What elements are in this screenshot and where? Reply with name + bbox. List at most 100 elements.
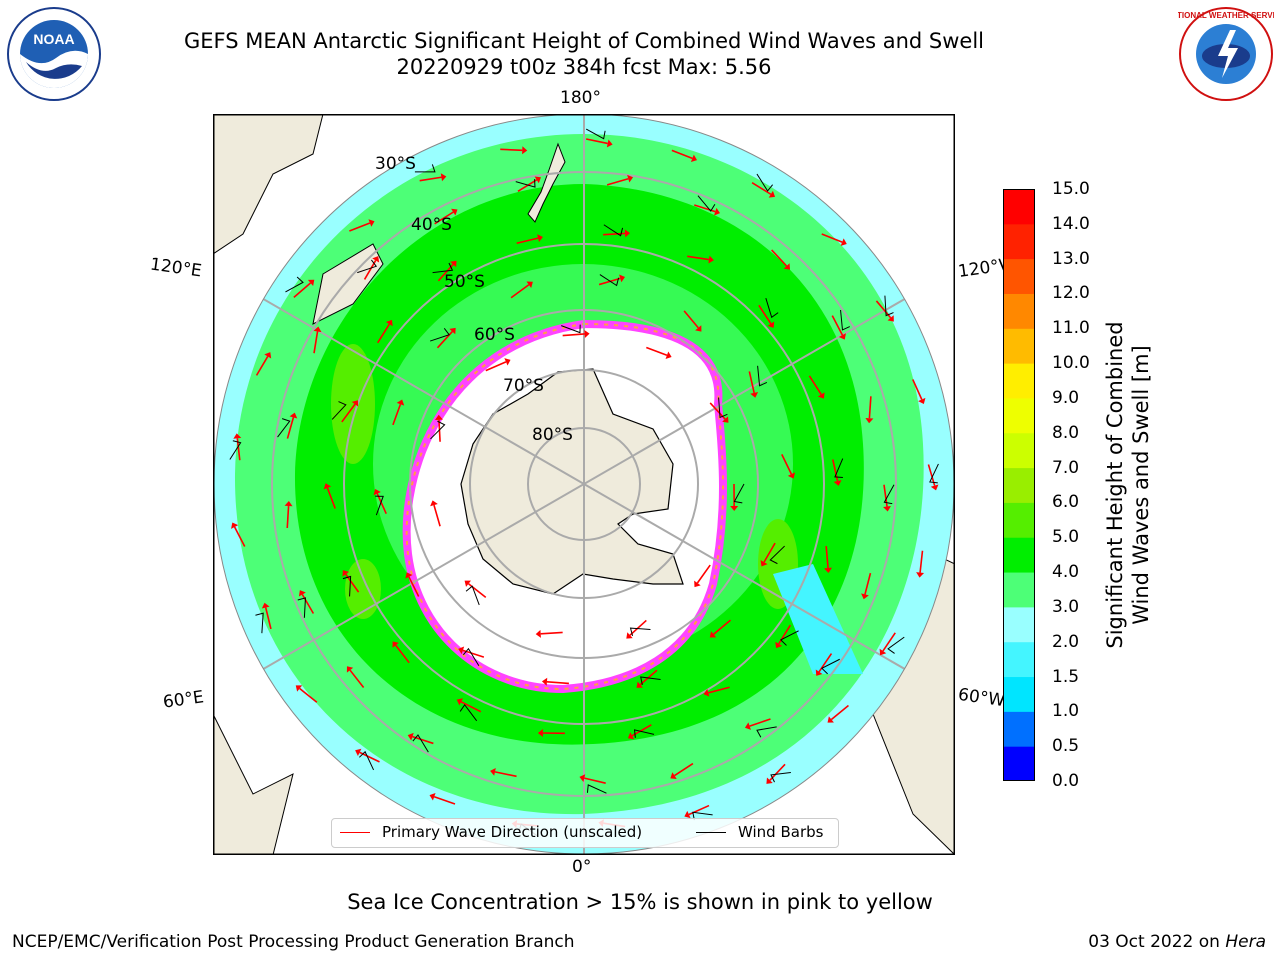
wave-arrow [434,211,454,225]
wave-arrow-head [624,229,631,238]
wave-arrow [831,315,844,336]
wave-arrow [546,680,569,685]
wind-barb [414,164,436,173]
wave-arrow-head [396,399,405,406]
wave-arrow [818,653,833,673]
wave-arrow-head [766,777,773,784]
wave-arrow-head [815,669,823,676]
wind-barbs [229,128,939,837]
wave-arrow [460,701,482,713]
colorbar-tick-label: 6.0 [1052,492,1080,513]
wave-arrow-head [879,648,887,656]
wave-arrow [341,403,356,423]
chart-subtitle: 20220929 t00z 384h fcst Max: 5.56 [396,55,772,79]
land-new-zealand [527,142,566,223]
wave-arrow-head [450,260,457,268]
wave-arrow-head [824,567,833,573]
wave-arrow-head [887,315,894,322]
wind-barb [756,726,777,738]
wave-arrow [868,396,872,419]
colorbar-segment [1003,467,1035,503]
wave-arrow-head [313,326,322,333]
wind-barb [561,324,581,334]
wave-arrow-head [392,641,399,648]
colorbar-tick-label: 9.0 [1052,387,1080,408]
wave-arrow-head [708,255,714,264]
wave-arrow-head [883,505,891,512]
wind-barb [342,575,352,597]
lat-label-70s: 70°S [503,376,544,396]
wave-arrow-head [346,666,354,673]
wave-arrow-head [440,173,447,182]
wave-arrow [683,310,699,329]
colorbar-segment [1003,641,1035,678]
colorbar-tick-label: 1.0 [1052,701,1080,722]
colorbar-tick-label: 0.5 [1052,736,1080,757]
wave-arrow-head [434,414,443,420]
colorbar-label: Significant Height of Combined Wind Wave… [1102,285,1154,685]
wind-barb [633,729,655,738]
colorbar-tick-label: 10.0 [1052,353,1090,374]
wave-arrow [708,686,730,694]
colorbar-segment [1003,293,1035,329]
wave-arrow [433,795,456,805]
wave-arrow-head [665,351,672,359]
wave-arrow [299,687,318,703]
wind-barb [586,784,607,794]
colorbar-segment [1003,746,1035,781]
wave-arrow [494,771,517,778]
wave-arrow-head [368,219,375,227]
wave-arrow [395,644,410,664]
wave-arrow [749,718,771,727]
wave-arrow-head [722,416,729,423]
wave-arrow-head [449,327,456,335]
colorbar-tick-label: 5.0 [1052,527,1080,548]
wave-arrow-head [405,572,413,579]
colorbar-segment [1003,606,1035,643]
wave-arrow [349,222,371,232]
wave-arrow-head [261,602,270,609]
wind-barb [779,630,799,646]
wave-arrow-head [783,263,791,270]
wind-barb [430,328,450,342]
wave-arrow [882,632,896,652]
wave-arrow [825,546,829,569]
wave-arrow [688,804,710,816]
wave-arrow [919,550,924,573]
lat-label-40s: 40°S [411,215,452,235]
wave-arrow [671,149,693,160]
wave-arrow-head [744,722,751,730]
wave-arrow [516,237,539,245]
wave-arrow [606,177,629,186]
colorbar-label-line1: Significant Height of Combined [1103,321,1127,649]
wave-arrow-head [636,681,643,688]
wave-arrow-head [541,677,548,686]
wave-arrow-head [690,154,698,163]
wave-arrow-head [458,646,465,655]
wave-arrow-head [787,472,796,479]
wind-barb [432,262,454,274]
wind-barb [697,195,716,212]
wave-arrow [286,417,295,439]
colorbar-label-line2: Wind Waves and Swell [m] [1129,345,1153,625]
lon-label-0: 0° [572,857,592,877]
lat-label-50s: 50°S [444,272,485,292]
wave-arrow [468,583,487,598]
wave-arrow [436,331,453,349]
wind-barb [277,418,291,438]
wind-barb [640,676,661,685]
wind-barb [765,298,779,319]
colorbar-segment [1003,258,1035,294]
wave-arrow-head [231,522,239,529]
colorbar-tick-label: 3.0 [1052,596,1080,617]
wave-arrow-head [840,238,847,246]
wind-barb [840,309,850,331]
wave-arrow-head [684,810,691,819]
chart-title: GEFS MEAN Antarctic Significant Height o… [183,29,985,53]
colorbar-segment [1003,676,1035,712]
colorbar-segment [1003,432,1035,469]
wind-barb [884,295,894,317]
wave-arrow-head [768,190,776,198]
wave-arrow-head [264,352,272,359]
wave-arrow [694,204,716,213]
